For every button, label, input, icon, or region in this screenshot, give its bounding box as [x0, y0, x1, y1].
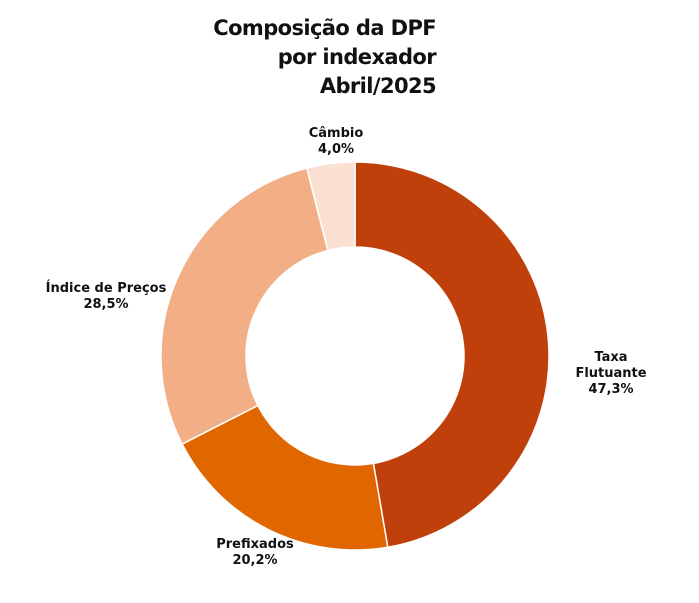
slice-indice-de-precos — [160, 167, 329, 446]
slice-prefixados — [181, 404, 389, 551]
label-cambio: Câmbio 4,0% — [309, 126, 364, 157]
name-label: Câmbio — [309, 126, 364, 141]
chart-title-line-1: Composição da DPF — [213, 16, 436, 40]
value-label: 20,2% — [232, 553, 277, 568]
name-label: Flutuante — [575, 366, 646, 381]
chart-title-line-3: Abril/2025 — [319, 74, 437, 98]
name-label: Prefixados — [216, 537, 294, 552]
label-prefixados: Prefixados 20,2% — [216, 537, 294, 568]
chart-title: Composição da DPF por indexador Abril/20… — [213, 14, 436, 101]
label-indice-de-precos: Índice de Preços 28,5% — [46, 280, 167, 312]
name-label: Índice de Preços — [46, 280, 167, 296]
slice-taxa-flutuante — [354, 161, 550, 549]
donut-slices — [160, 161, 550, 551]
value-label: 47,3% — [588, 382, 633, 397]
slice-labels: Taxa Flutuante 47,3% Prefixados 20,2% Índice … — [46, 126, 647, 568]
chart-title-line-2: por indexador — [277, 45, 437, 69]
label-taxa-flutuante: Taxa Flutuante 47,3% — [575, 350, 646, 397]
value-label: 4,0% — [318, 142, 354, 157]
value-label: 28,5% — [83, 297, 128, 312]
slice-cambio — [305, 161, 356, 252]
name-label: Taxa — [594, 350, 627, 365]
